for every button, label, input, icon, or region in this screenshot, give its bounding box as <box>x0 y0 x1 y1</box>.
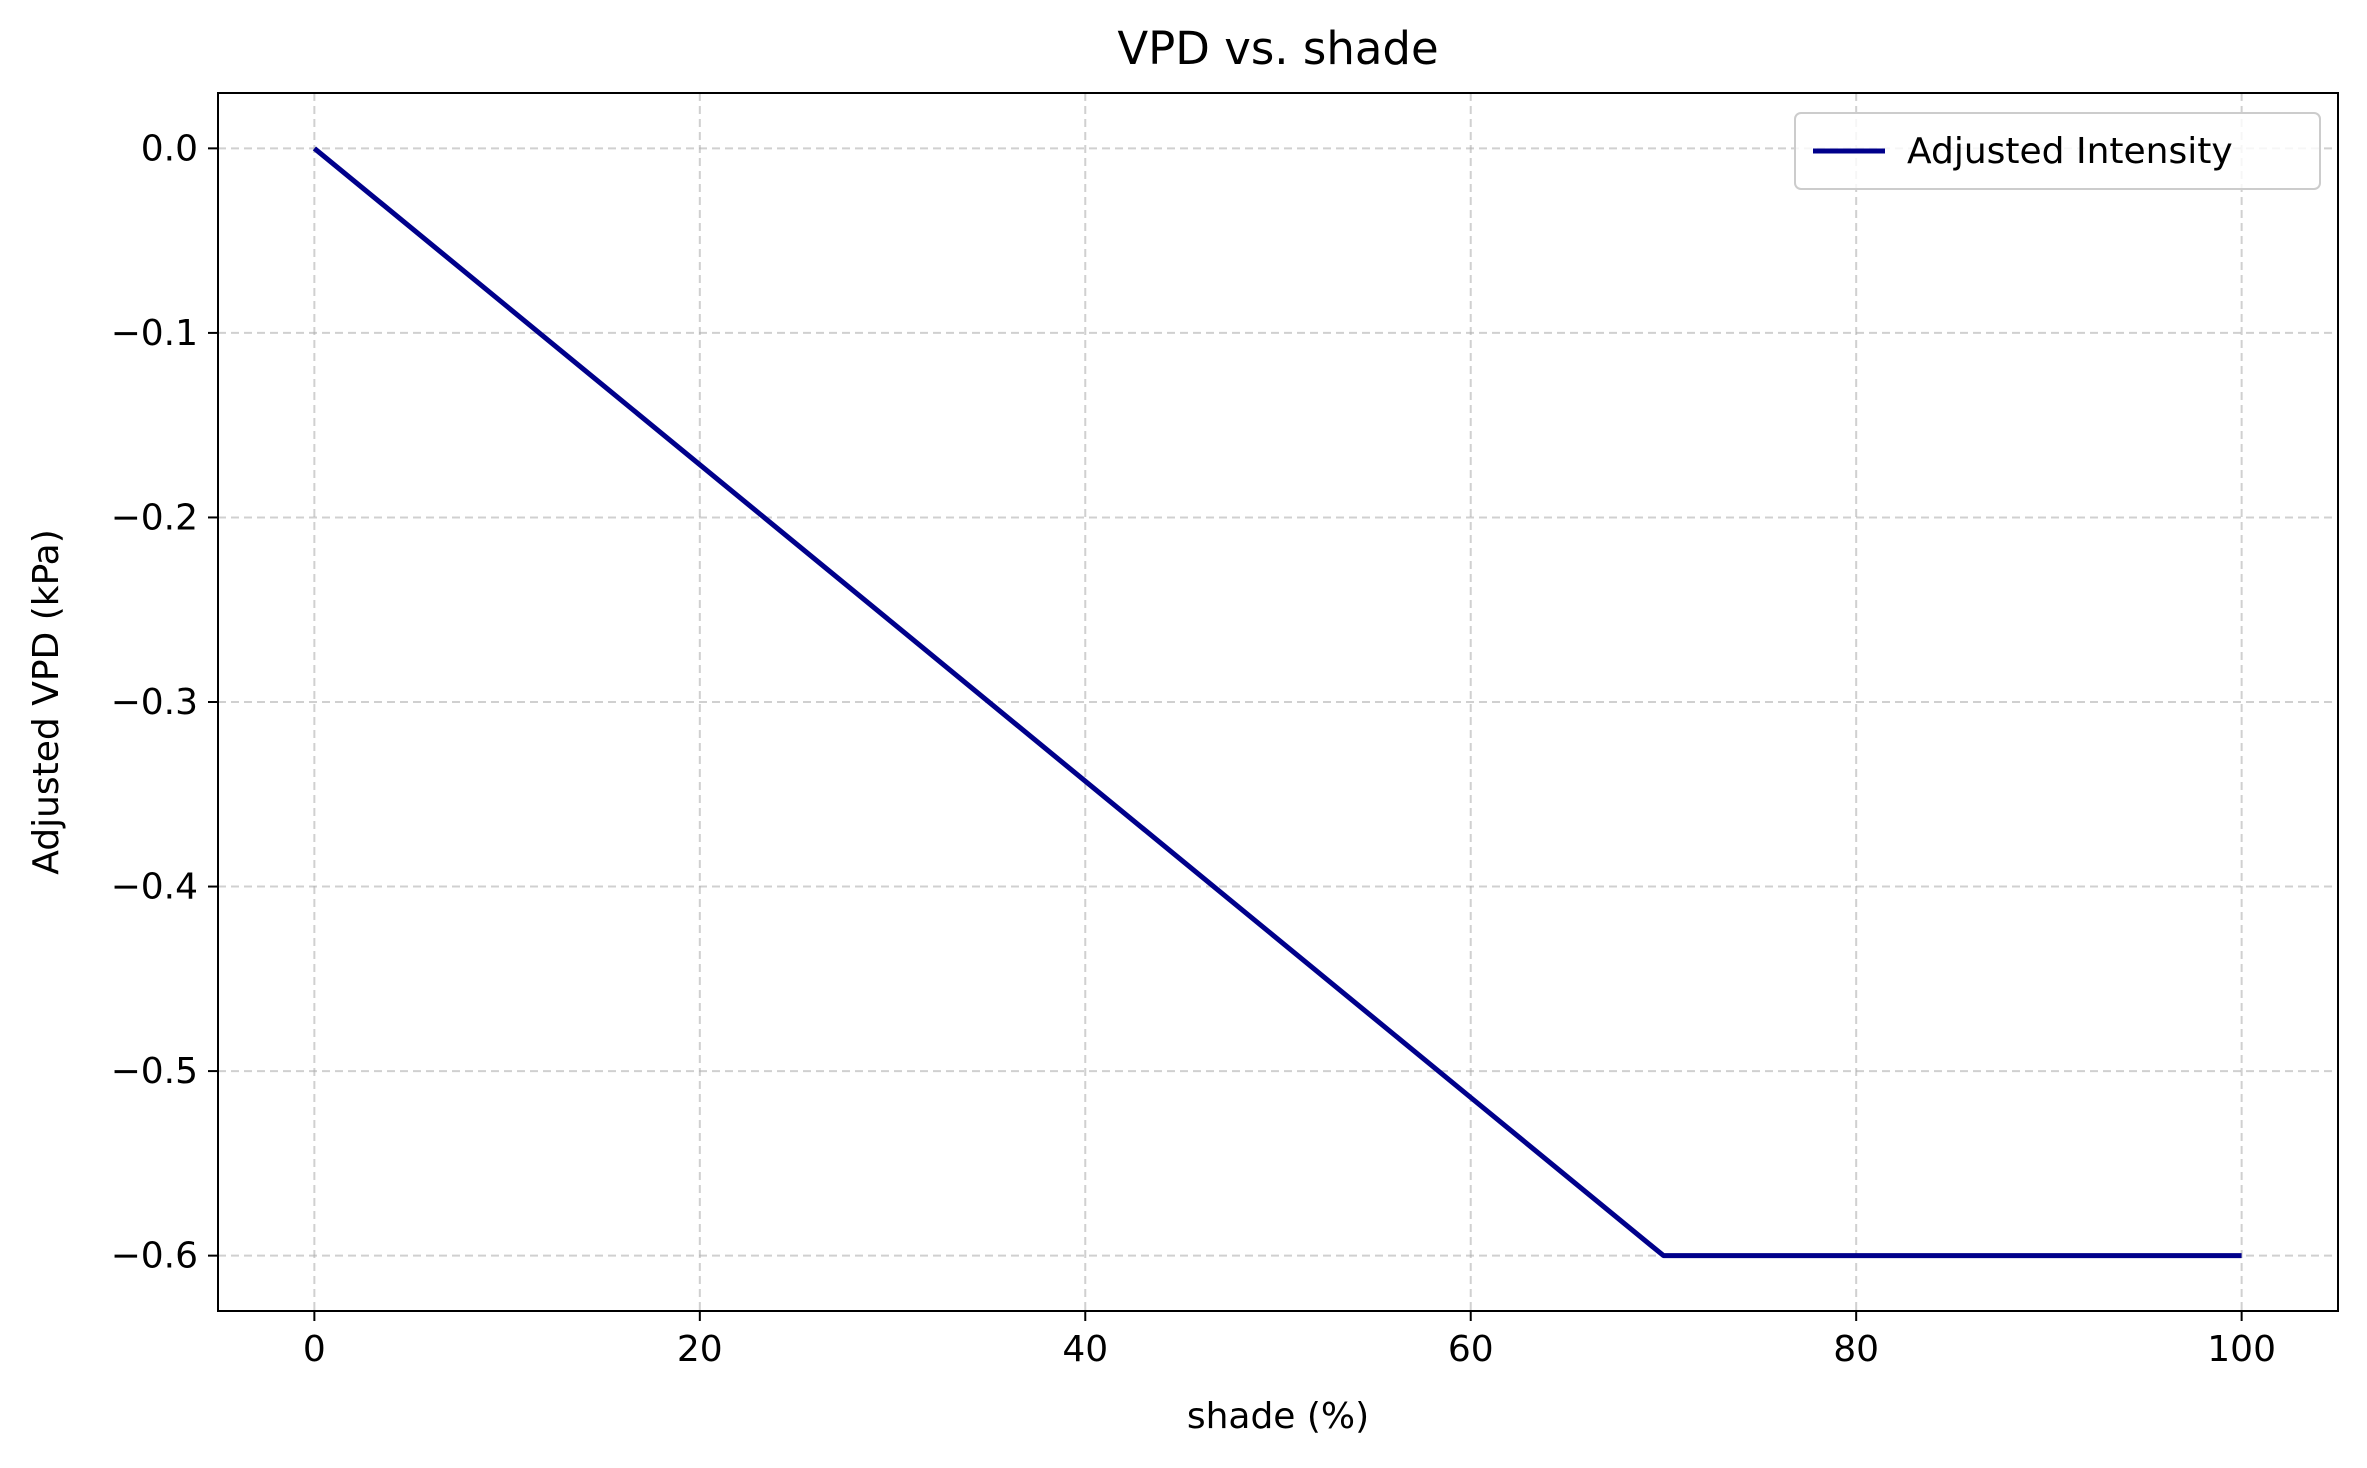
x-tick-label: 100 <box>2207 1329 2276 1370</box>
x-tick-label: 40 <box>1062 1329 1108 1370</box>
x-axis-label: shade (%) <box>1187 1396 1369 1437</box>
y-tick-label: −0.2 <box>111 497 198 538</box>
chart-title: VPD vs. shade <box>1117 22 1438 75</box>
series-line-adjusted-intensity <box>312 146 2242 1259</box>
y-tick-label: 0.0 <box>141 128 198 169</box>
legend-label-adjusted-intensity: Adjusted Intensity <box>1907 131 2233 172</box>
x-tick-label: 80 <box>1833 1329 1879 1370</box>
ticks: 0 20 40 60 80 100 0.0 −0.1 −0.2 −0.3 −0.4 −0.5 −0.6 <box>111 128 2276 1370</box>
y-axis-label: Adjusted VPD (kPa) <box>26 529 67 875</box>
x-tick-label: 20 <box>677 1329 723 1370</box>
y-tick-label: −0.3 <box>111 682 198 723</box>
legend-box <box>1794 112 2321 190</box>
x-tick-label: 60 <box>1448 1329 1494 1370</box>
y-tick-label: −0.5 <box>111 1051 198 1092</box>
legend: Adjusted Intensity <box>1794 112 2321 190</box>
y-tick-label: −0.1 <box>111 313 198 354</box>
y-tick-label: −0.4 <box>111 867 198 908</box>
grid-lines <box>218 93 2338 1311</box>
x-tick-label: 0 <box>303 1329 326 1370</box>
y-tick-label: −0.6 <box>111 1236 198 1277</box>
series-layer <box>312 146 2242 1259</box>
